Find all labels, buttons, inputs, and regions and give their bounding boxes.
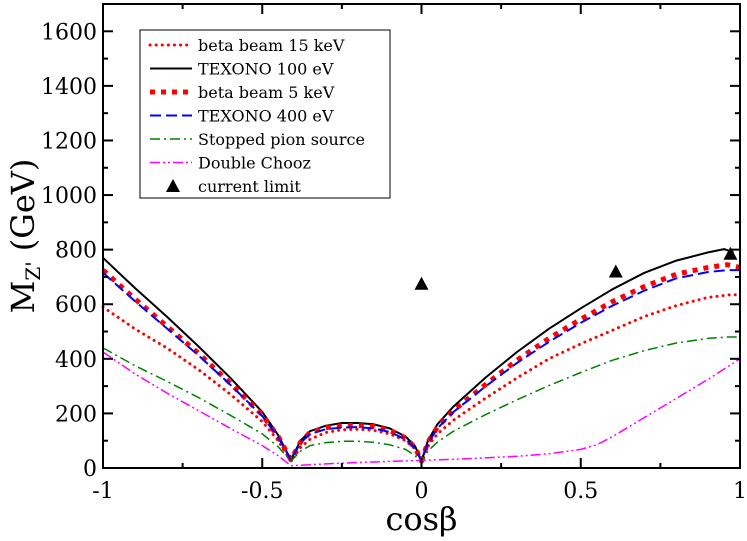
legend-label-3: TEXONO 400 eV: [198, 107, 334, 126]
y-tick-label-1: 200: [55, 402, 97, 427]
legend-marker-6: [166, 179, 180, 192]
series-line-5: [102, 351, 741, 467]
series-line-0: [101, 293, 742, 463]
series-line-2: [101, 262, 741, 464]
y-axis-label-subscript: Z': [21, 261, 45, 280]
y-tick-label-6: 1200: [41, 129, 97, 154]
y-tick-label-4: 800: [55, 239, 97, 264]
series-line-4: [102, 336, 740, 464]
legend-label-4: Stopped pion source: [198, 130, 365, 149]
y-tick-label-0: 0: [83, 457, 97, 482]
x-tick-label-4: 1: [733, 479, 747, 504]
x-tick-label-1: -0.5: [241, 479, 283, 504]
legend-label-1: TEXONO 100 eV: [198, 60, 334, 79]
x-tick-label-3: 0.5: [563, 479, 598, 504]
legend-label-6: current limit: [198, 177, 301, 196]
points-layer: [414, 246, 738, 290]
legend-label-5: Double Chooz: [198, 154, 311, 173]
x-tick-label-2: 0: [415, 479, 429, 504]
legend-label-0: beta beam 15 keV: [198, 36, 345, 55]
current-limit-marker-0: [414, 276, 429, 290]
current-limit-marker-1: [608, 264, 623, 278]
current-limit-marker-2: [723, 246, 738, 260]
y-tick-label-8: 1600: [41, 20, 97, 45]
y-axis-label-main: M: [4, 281, 42, 314]
y-tick-label-2: 400: [55, 348, 97, 373]
x-tick-label-0: -1: [92, 479, 113, 504]
legend: beta beam 15 keV TEXONO 100 eV beta beam 5…: [139, 29, 391, 199]
series-layer: [101, 248, 742, 467]
y-tick-label-7: 1400: [41, 75, 97, 100]
legend-label-2: beta beam 5 keV: [198, 83, 335, 102]
y-tick-label-5: 1000: [41, 184, 97, 209]
series-line-3: [102, 269, 740, 463]
y-tick-label-3: 600: [55, 293, 97, 318]
y-axis-label-unit: (GeV): [4, 159, 42, 252]
ticks-layer: -1 -0.5 0 0.5 1 0 200 400 600 800 1000 1200 1400 1600: [41, 4, 747, 504]
x-axis-label: cosβ: [385, 500, 457, 538]
y-axis-label: MZ' (GeV): [4, 159, 45, 314]
legend-box: [139, 29, 391, 199]
